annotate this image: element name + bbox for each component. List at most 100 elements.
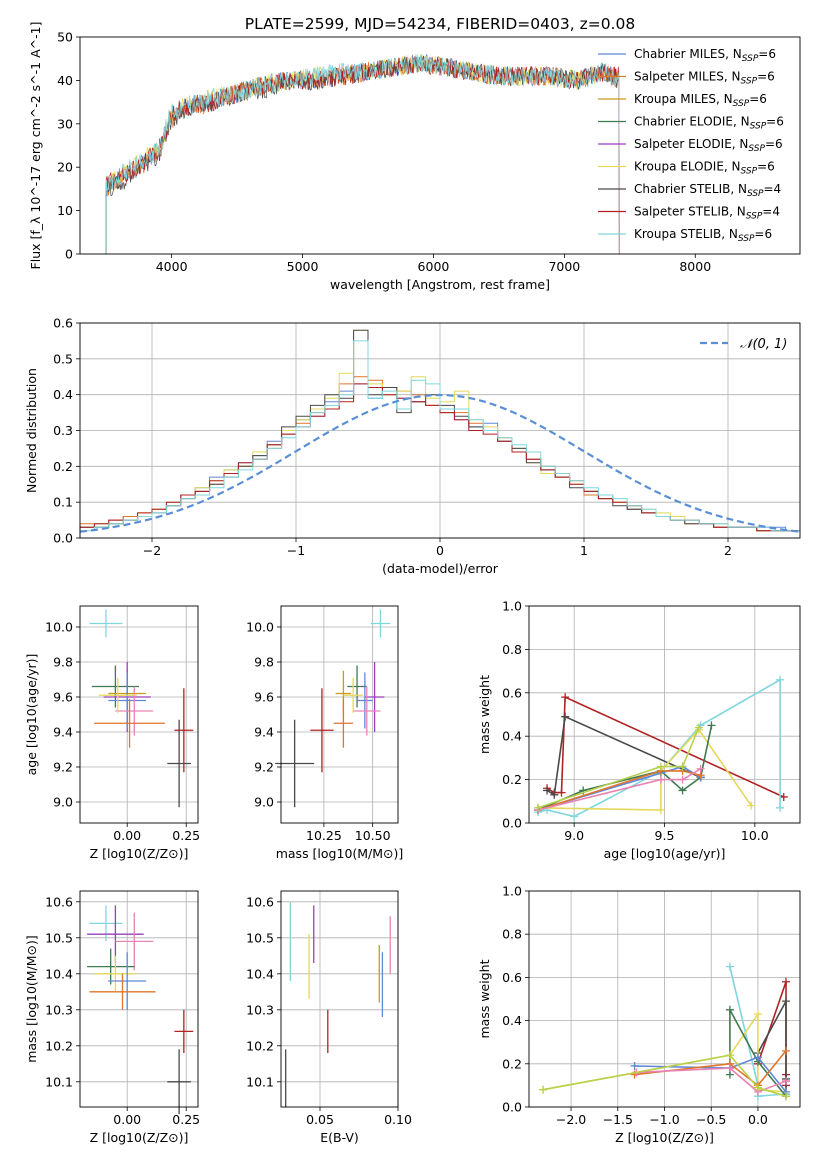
y-tick-label: 10.5 xyxy=(246,930,274,945)
legend-entry-label: Kroupa ELODIE, NSSP=6 xyxy=(634,160,775,177)
y-tick-label: 9.0 xyxy=(254,795,274,810)
mass_vs_ebv-plot-area xyxy=(285,901,391,1107)
legend-text: =6 xyxy=(758,47,776,61)
charts-layer: 4000 5000 6000 7000 800001020304050wavelengt… xyxy=(24,22,801,1146)
weight-point-marker xyxy=(570,812,579,821)
x-axis-label: Z [log10(Z/Z⊙)] xyxy=(90,1130,189,1145)
y-tick-label: 9.8 xyxy=(53,655,73,670)
histogram-series xyxy=(79,383,800,538)
x-tick-label: 1 xyxy=(580,543,588,558)
x-tick-label: 9.5 xyxy=(655,828,675,843)
weight-series-line xyxy=(537,765,702,811)
weight-point-marker xyxy=(776,675,785,684)
legend-text: Kroupa ELODIE, N xyxy=(634,160,741,174)
weight-point-marker xyxy=(753,1010,762,1019)
y-tick-label: 9.6 xyxy=(53,690,73,705)
y-tick-label: 9.0 xyxy=(53,795,73,810)
legend-entry-label: Chabrier MILES, NSSP=6 xyxy=(634,47,776,64)
residuals-ticks: −2 −1 0 1 2 0.0 0.1 0.2 0.3 0.4 0.5 0.6 (data-model)… xyxy=(24,316,732,577)
y-tick-label: 0.2 xyxy=(53,459,73,474)
legend-entry-label: Salpeter MILES, NSSP=6 xyxy=(634,70,775,87)
weight-series-line xyxy=(636,1067,787,1093)
legend-entry-label: Salpeter STELIB, NSSP=4 xyxy=(634,205,780,222)
x-axis-label: Z [log10(Z/Z⊙)] xyxy=(90,846,189,861)
legend-text: =6 xyxy=(766,115,784,129)
age_vs_mass-frame xyxy=(280,605,399,824)
weight-point-marker xyxy=(776,803,785,812)
age_vs_Z-frame xyxy=(79,605,199,824)
weight_vs_Z-ticks: −2.0 −1.5 −1.0 −0.5 0.0 0.0 0.2 0.4 0.6 0.8 1.0 Z [… xyxy=(477,884,768,1146)
x-tick-label: 4000 xyxy=(156,259,188,274)
y-tick-label: 10.0 xyxy=(45,620,73,635)
y-tick-label: 20 xyxy=(57,160,73,175)
residuals-frame xyxy=(79,322,801,539)
legend-subscript: SSP xyxy=(748,144,765,154)
x-axis-label: mass [log10(M/M⊙)] xyxy=(276,846,404,861)
weight-point-marker xyxy=(781,1092,790,1101)
weight-point-marker xyxy=(707,721,716,730)
spectrum-series-line xyxy=(105,56,620,254)
weight-point-marker xyxy=(725,1051,734,1060)
y-tick-label: 0.1 xyxy=(53,495,73,510)
legend-text: =6 xyxy=(749,92,767,106)
weight-point-marker xyxy=(543,786,552,795)
y-tick-label: 0.4 xyxy=(502,729,522,744)
residuals-legend: 𝒩(0, 1) xyxy=(700,337,787,352)
y-tick-label: 10.3 xyxy=(246,1002,274,1017)
y-tick-label: 0.6 xyxy=(53,316,73,331)
y-tick-label: 9.4 xyxy=(53,725,73,740)
weight-point-marker xyxy=(678,775,687,784)
weight-series-line xyxy=(537,768,702,811)
residuals-axes xyxy=(80,322,800,539)
weight-point-marker xyxy=(781,977,790,986)
x-tick-label: 0 xyxy=(436,543,444,558)
y-tick-label: 30 xyxy=(57,116,73,131)
spectrum-series-line xyxy=(105,55,620,254)
histogram-series xyxy=(79,340,800,538)
legend-subscript: SSP xyxy=(742,54,759,64)
x-tick-label: 8000 xyxy=(679,259,711,274)
x-tick-label: 0.0 xyxy=(748,1112,768,1127)
y-tick-label: 10.1 xyxy=(45,1074,73,1089)
x-tick-label: 0.10 xyxy=(384,1112,412,1127)
y-tick-label: 0.8 xyxy=(502,927,522,942)
x-tick-label: 9.0 xyxy=(564,828,584,843)
y-tick-label: 10.5 xyxy=(45,930,73,945)
x-tick-label: 0.05 xyxy=(306,1112,334,1127)
y-axis-label: mass weight xyxy=(477,959,492,1038)
x-tick-label: 10.50 xyxy=(355,828,391,843)
x-tick-label: 5000 xyxy=(287,259,319,274)
y-tick-label: 0 xyxy=(65,247,73,262)
weight-point-marker xyxy=(747,801,756,810)
x-tick-label: 10.25 xyxy=(306,828,342,843)
legend-entry-label: Chabrier STELIB, NSSP=4 xyxy=(634,182,781,199)
weight-series-line xyxy=(757,1000,787,1094)
y-tick-label: 0.5 xyxy=(53,351,73,366)
x-tick-label: −0.5 xyxy=(696,1112,726,1127)
y-tick-label: 10.0 xyxy=(246,620,274,635)
y-tick-label: 50 xyxy=(57,30,73,45)
y-tick-label: 10 xyxy=(57,203,73,218)
y-tick-label: 10.6 xyxy=(45,894,73,909)
legend-text: Chabrier MILES, N xyxy=(634,47,742,61)
weight-point-marker xyxy=(696,764,705,773)
weight_vs_age-plot-area xyxy=(534,675,788,821)
figure-title: PLATE=2599, MJD=54234, FIBERID=0403, z=0… xyxy=(245,15,635,33)
weight-series-line xyxy=(537,727,700,809)
mass_vs_Z-frame xyxy=(79,890,199,1108)
y-tick-label: 1.0 xyxy=(502,884,522,899)
mass_vs_Z-ticks: 0.00 0.25 10.1 10.2 10.3 10.4 10.5 10.6 Z [log10… xyxy=(24,894,200,1145)
x-axis-label: (data-model)/error xyxy=(382,561,499,576)
weight-point-marker xyxy=(779,792,788,801)
weight-series-line xyxy=(537,770,701,811)
weight-series-line xyxy=(729,1009,787,1097)
legend-entry-label: Kroupa MILES, NSSP=6 xyxy=(634,92,767,109)
legend-text: Kroupa MILES, N xyxy=(634,92,733,106)
x-tick-label: 0.00 xyxy=(113,828,141,843)
y-axis-label: Flux [f_λ 10^-17 erg cm^-2 s^-1 A^-1] xyxy=(28,22,43,270)
weight-point-marker xyxy=(781,997,790,1006)
y-tick-label: 10.2 xyxy=(246,1038,274,1053)
legend-subscript: SSP xyxy=(747,189,764,199)
mass_vs_ebv-axes xyxy=(281,891,399,1107)
x-axis-label: E(B-V) xyxy=(320,1130,359,1145)
